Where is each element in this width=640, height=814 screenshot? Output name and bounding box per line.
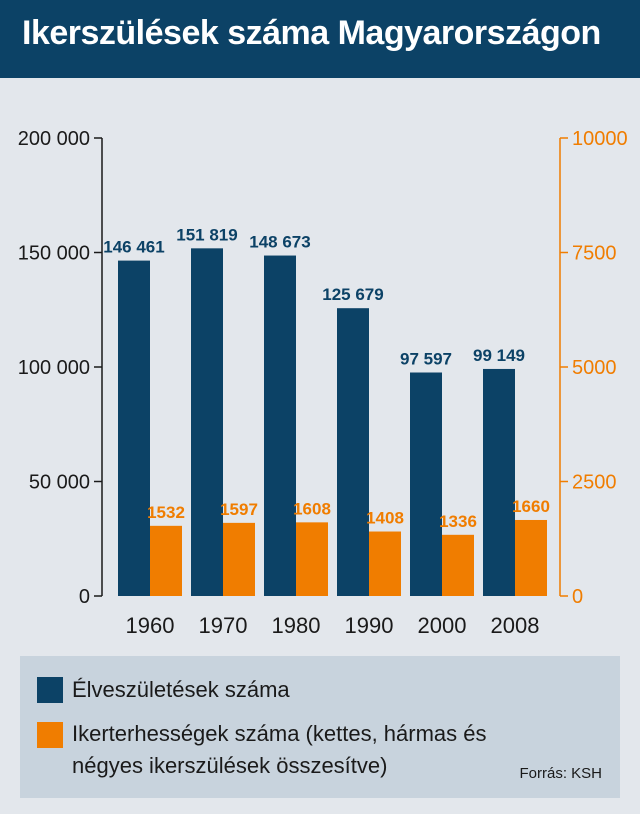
bar-live-births — [410, 372, 442, 596]
data-label-twin-pregnancies: 1532 — [147, 503, 185, 522]
legend: Élveszületések száma Ikerterhességek szá… — [20, 656, 620, 798]
data-label-twin-pregnancies: 1336 — [439, 512, 477, 531]
left-axis-tick-label: 200 000 — [18, 128, 90, 150]
legend-label-twin-pregnancies-line2: négyes ikerszülések összesítve) — [72, 753, 388, 778]
bar-twin-pregnancies — [296, 522, 328, 596]
data-label-live-births: 99 149 — [473, 346, 525, 365]
data-label-twin-pregnancies: 1408 — [366, 509, 404, 528]
x-axis-tick-label: 1960 — [126, 613, 175, 638]
x-axis-tick-label: 2008 — [491, 613, 540, 638]
legend-label-twin-pregnancies-line1: Ikerterhességek száma (kettes, hármas és — [72, 721, 487, 746]
bar-live-births — [337, 308, 369, 596]
data-label-live-births: 125 679 — [322, 285, 383, 304]
data-label-live-births: 146 461 — [103, 238, 164, 257]
bar-live-births — [191, 248, 223, 597]
left-axis-tick-label: 150 000 — [18, 243, 90, 265]
data-label-twin-pregnancies: 1597 — [220, 500, 258, 519]
x-axis-tick-label: 1990 — [345, 613, 394, 638]
data-label-live-births: 148 673 — [249, 233, 310, 252]
x-axis-tick-label: 1980 — [272, 613, 321, 638]
bar-twin-pregnancies — [515, 519, 547, 596]
right-axis-tick-label: 0 — [572, 586, 583, 608]
data-label-twin-pregnancies: 1660 — [512, 497, 550, 516]
twin-axis-bar-chart: 0 50 000 100 000 150 000 200 000 0 2500 5000 750… — [18, 128, 628, 638]
x-axis-tick-label: 2000 — [418, 613, 467, 638]
legend-swatch-twin-pregnancies — [37, 722, 63, 748]
left-axis-tick-label: 50 000 — [29, 472, 90, 494]
source-note: Forrás: KSH — [519, 765, 602, 782]
legend-label-live-births: Élveszületések száma — [72, 677, 290, 702]
legend-swatch-live-births — [37, 677, 63, 703]
right-axis-tick-label: 5000 — [572, 357, 617, 379]
right-axis-tick-label: 7500 — [572, 243, 617, 265]
right-axis-tick-label: 10000 — [572, 128, 628, 150]
data-label-live-births: 151 819 — [176, 225, 237, 244]
bar-twin-pregnancies — [369, 531, 401, 596]
bar-live-births — [118, 260, 150, 596]
bar-twin-pregnancies — [223, 522, 255, 596]
bar-live-births — [483, 368, 515, 596]
chart-title: Ikerszülések száma Magyarországon — [22, 14, 601, 52]
bar-twin-pregnancies — [442, 534, 474, 596]
bar-twin-pregnancies — [150, 525, 182, 596]
left-axis-tick-label: 0 — [79, 586, 90, 608]
x-axis-tick-label: 1970 — [199, 613, 248, 638]
left-axis-tick-label: 100 000 — [18, 357, 90, 379]
right-axis-tick-label: 2500 — [572, 472, 617, 494]
data-label-twin-pregnancies: 1608 — [293, 499, 331, 518]
data-label-live-births: 97 597 — [400, 350, 452, 369]
bar-live-births — [264, 255, 296, 597]
header-bar: Ikerszülések száma Magyarországon — [0, 0, 640, 78]
